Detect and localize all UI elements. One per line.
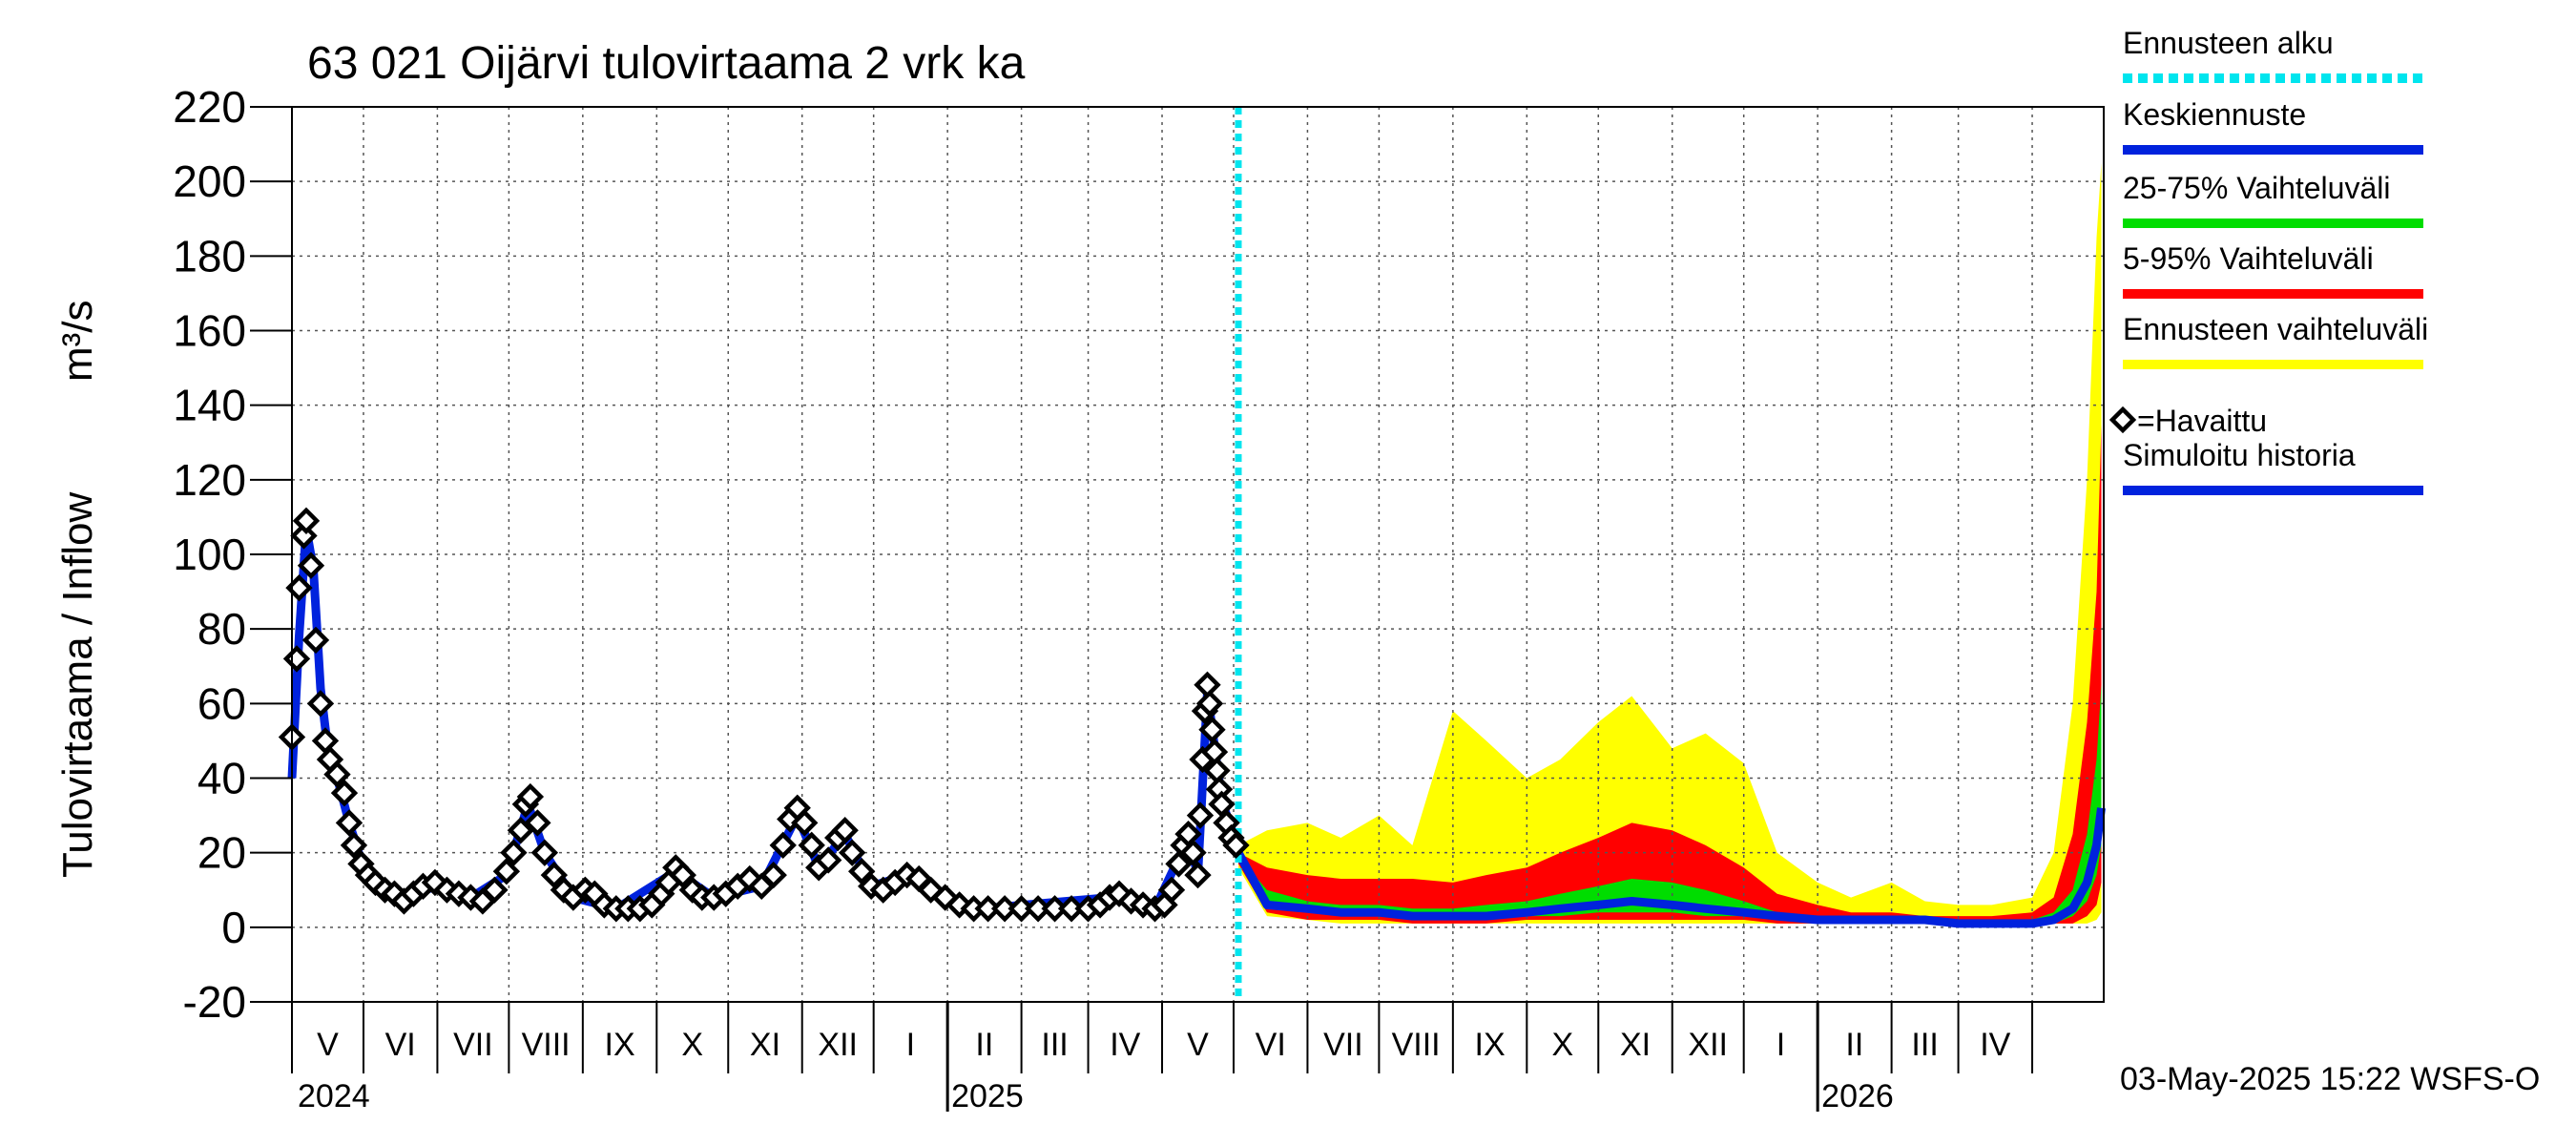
y-tick-label: 220 [173,82,246,132]
x-axis: V VI VII VIII IX X XI XII I II III IV V VI VII VIII IX X X… [291,1002,2034,1114]
x-year-label: 2024 [298,1078,370,1114]
y-tick-label: 60 [197,678,246,728]
x-month-label: VII [1323,1027,1363,1063]
observed-point [335,809,364,837]
x-month-label: V [317,1027,339,1063]
x-month-label: V [1187,1027,1209,1063]
simulated-history-line [287,524,1243,913]
legend: Ennusteen alku Keskiennuste 25-75% Vaihtel… [2109,26,2428,495]
legend-label: 25-75% Vaihteluväli [2123,171,2390,205]
x-month-label: XI [1620,1027,1651,1063]
observed-point [292,507,321,535]
observed-point [931,884,959,911]
observed-point [769,831,797,860]
observed-point [791,809,819,837]
x-month-label: IX [1475,1027,1506,1063]
x-month-label: XII [1688,1027,1728,1063]
x-month-label: III [1041,1027,1068,1063]
y-tick-label: 20 [197,828,246,878]
x-month-label: II [1845,1027,1863,1063]
observed-point [1195,690,1224,718]
observed-point [282,645,311,673]
y-tick-label: 0 [221,903,246,952]
observed-point [669,861,696,889]
x-month-label: I [1776,1027,1785,1063]
y-axis-unit: m³/s [54,300,101,382]
x-month-label: XII [818,1027,858,1063]
observed-point [540,861,569,889]
legend-label: Ennusteen vaihteluväli [2123,312,2428,346]
x-month-label: II [975,1027,993,1063]
x-month-label: VIII [1392,1027,1441,1063]
y-tick-label: 80 [197,604,246,654]
y-tick-label: -20 [183,977,246,1027]
x-month-label: VI [385,1027,416,1063]
observed-point [839,839,866,866]
observed-point [507,817,535,844]
y-tick-label: 180 [173,231,246,281]
x-month-label: III [1911,1027,1938,1063]
observed-point [481,876,509,904]
observed-point [1179,839,1207,866]
legend-marker [2109,406,2137,434]
y-tick-label: 160 [173,306,246,356]
x-month-label: XI [750,1027,780,1063]
x-month-label: IV [1110,1027,1140,1063]
observed-point [500,839,528,866]
legend-label: 5-95% Vaihteluväli [2123,241,2374,276]
observed-point [301,626,330,655]
observed-point [516,782,545,811]
y-tick-label: 120 [173,455,246,505]
y-tick-label: 200 [173,156,246,206]
observed-point [1194,671,1221,698]
forecast-bands [1238,162,2102,924]
observed-point [1198,716,1226,743]
y-tick-label: 100 [173,530,246,579]
legend-label: Simuloitu historia [2123,438,2356,472]
observed-point [1222,831,1250,860]
chart-title: 63 021 Oijärvi tulovirtaama 2 vrk ka [307,38,1026,89]
observed-point [1165,850,1193,878]
x-month-label: VIII [522,1027,571,1063]
observed-point [297,552,325,579]
y-tick-label: 40 [197,754,246,803]
observed-point [798,831,825,860]
forecast-range-band [1238,162,2102,924]
y-tick-label: 140 [173,381,246,430]
observed-point [530,839,559,866]
footer-timestamp: 03-May-2025 15:22 WSFS-O [2120,1061,2540,1097]
x-month-label: IV [1980,1027,2010,1063]
y-tick-labels: -20 0 20 40 60 80 100 120 140 160 180 200 220 [173,82,292,1027]
observed-point [1186,802,1215,829]
x-month-label: I [906,1027,915,1063]
observed-point [330,779,359,807]
observed-point [492,858,521,885]
observed-point [759,861,787,889]
y-axis-label: Tulovirtaama / Inflow [54,491,101,878]
observed-point [831,817,859,844]
x-month-label: X [681,1027,703,1063]
observed-markers [278,507,1250,923]
x-month-label: VI [1256,1027,1286,1063]
x-month-label: X [1551,1027,1573,1063]
observed-point [340,831,368,860]
observed-point [1184,861,1212,889]
x-year-label: 2025 [951,1078,1024,1114]
observed-point [524,809,551,837]
x-month-label: VII [453,1027,493,1063]
legend-label: =Havaittu [2137,404,2267,438]
legend-label: Ennusteen alku [2123,26,2334,60]
forecast-mean-line [1235,807,2106,928]
observed-point [306,690,335,718]
x-month-label: IX [605,1027,635,1063]
observed-point [815,846,842,874]
observed-point [1157,876,1186,904]
x-year-label: 2026 [1821,1078,1894,1114]
legend-label: Keskiennuste [2123,97,2306,132]
observed-point [323,760,351,788]
observed-point [311,727,340,755]
observed-point [848,858,876,885]
